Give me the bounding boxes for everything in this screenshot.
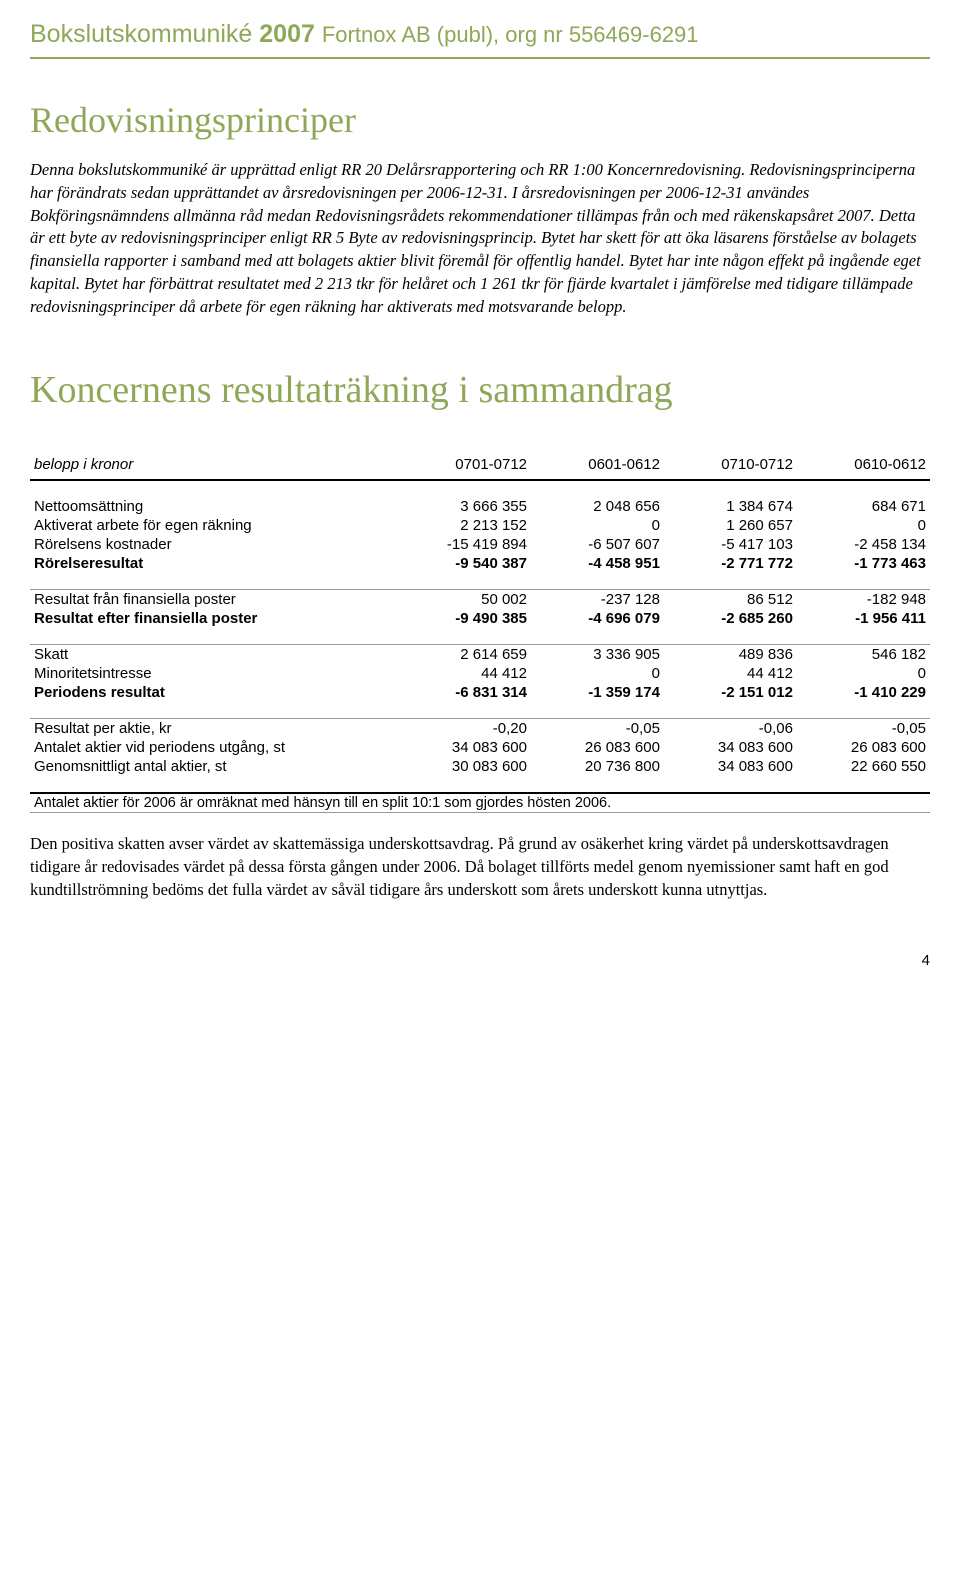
cell: 26 083 600 xyxy=(531,738,664,757)
cell: 2 048 656 xyxy=(531,497,664,516)
cell: -4 696 079 xyxy=(531,609,664,628)
row-label: Resultat per aktie, kr xyxy=(30,719,390,738)
row-label: Rörelsens kostnader xyxy=(30,535,390,554)
cell: -182 948 xyxy=(797,590,930,609)
row-label: Genomsnittligt antal aktier, st xyxy=(30,757,390,776)
row-label: Antalet aktier vid periodens utgång, st xyxy=(30,738,390,757)
cell: 44 412 xyxy=(664,664,797,683)
cell: 546 182 xyxy=(797,645,930,664)
cell: 22 660 550 xyxy=(797,757,930,776)
cell: 44 412 xyxy=(390,664,531,683)
table-col-1: 0601-0612 xyxy=(531,452,664,479)
cell: 20 736 800 xyxy=(531,757,664,776)
cell: -2 151 012 xyxy=(664,683,797,702)
table-row: Nettoomsättning 3 666 355 2 048 656 1 38… xyxy=(30,497,930,516)
table-row: Antalet aktier vid periodens utgång, st … xyxy=(30,738,930,757)
table-header-row: belopp i kronor 0701-0712 0601-0612 0710… xyxy=(30,452,930,479)
cell: 489 836 xyxy=(664,645,797,664)
page-header: Bokslutskommuniké 2007 Fortnox AB (publ)… xyxy=(30,0,930,59)
cell: 0 xyxy=(797,664,930,683)
cell: -0,20 xyxy=(390,719,531,738)
row-label: Minoritetsintresse xyxy=(30,664,390,683)
cell: 1 260 657 xyxy=(664,516,797,535)
row-label: Nettoomsättning xyxy=(30,497,390,516)
closing-paragraph: Den positiva skatten avser värdet av ska… xyxy=(30,833,930,901)
section-title-income: Koncernens resultaträkning i sammandrag xyxy=(30,368,930,412)
section-body-principles: Denna bokslutskommuniké är upprättad enl… xyxy=(30,159,930,318)
cell: -1 956 411 xyxy=(797,609,930,628)
cell: -15 419 894 xyxy=(390,535,531,554)
cell: 3 336 905 xyxy=(531,645,664,664)
cell: 0 xyxy=(531,516,664,535)
page-number: 4 xyxy=(30,952,930,969)
cell: -9 490 385 xyxy=(390,609,531,628)
cell: 0 xyxy=(531,664,664,683)
cell: 3 666 355 xyxy=(390,497,531,516)
cell: -9 540 387 xyxy=(390,554,531,573)
table-row-bold: Rörelseresultat -9 540 387 -4 458 951 -2… xyxy=(30,554,930,573)
cell: -2 458 134 xyxy=(797,535,930,554)
row-label: Periodens resultat xyxy=(30,683,390,702)
table-footnote: Antalet aktier för 2006 är omräknat med … xyxy=(30,794,930,812)
table-row: Minoritetsintresse 44 412 0 44 412 0 xyxy=(30,664,930,683)
table-row: Rörelsens kostnader -15 419 894 -6 507 6… xyxy=(30,535,930,554)
cell: 34 083 600 xyxy=(664,738,797,757)
cell: -0,06 xyxy=(664,719,797,738)
cell: 26 083 600 xyxy=(797,738,930,757)
cell: 2 614 659 xyxy=(390,645,531,664)
row-label: Skatt xyxy=(30,645,390,664)
cell: 2 213 152 xyxy=(390,516,531,535)
section-title-principles: Redovisningsprinciper xyxy=(30,99,930,141)
table-col-2: 0710-0712 xyxy=(664,452,797,479)
header-year: 2007 xyxy=(259,20,315,48)
cell: -4 458 951 xyxy=(531,554,664,573)
cell: -1 359 174 xyxy=(531,683,664,702)
table-row-bold: Resultat efter finansiella poster -9 490… xyxy=(30,609,930,628)
table-row: Skatt 2 614 659 3 336 905 489 836 546 18… xyxy=(30,645,930,664)
table-row: Aktiverat arbete för egen räkning 2 213 … xyxy=(30,516,930,535)
row-label: Aktiverat arbete för egen räkning xyxy=(30,516,390,535)
income-statement-table: belopp i kronor 0701-0712 0601-0612 0710… xyxy=(30,452,930,813)
table-col-0: 0701-0712 xyxy=(390,452,531,479)
header-brand: Bokslutskommuniké xyxy=(30,20,252,48)
row-label: Rörelseresultat xyxy=(30,554,390,573)
cell: 30 083 600 xyxy=(390,757,531,776)
cell: -1 410 229 xyxy=(797,683,930,702)
cell: -2 685 260 xyxy=(664,609,797,628)
table-row-bold: Periodens resultat -6 831 314 -1 359 174… xyxy=(30,683,930,702)
cell: -2 771 772 xyxy=(664,554,797,573)
cell: 34 083 600 xyxy=(664,757,797,776)
cell: -1 773 463 xyxy=(797,554,930,573)
table-row: Resultat per aktie, kr -0,20 -0,05 -0,06… xyxy=(30,719,930,738)
cell: 684 671 xyxy=(797,497,930,516)
cell: 1 384 674 xyxy=(664,497,797,516)
cell: -237 128 xyxy=(531,590,664,609)
cell: -6 831 314 xyxy=(390,683,531,702)
cell: 86 512 xyxy=(664,590,797,609)
cell: 0 xyxy=(797,516,930,535)
table-col-3: 0610-0612 xyxy=(797,452,930,479)
cell: 34 083 600 xyxy=(390,738,531,757)
header-company: Fortnox AB (publ), org nr 556469-6291 xyxy=(322,22,699,47)
cell: -0,05 xyxy=(797,719,930,738)
row-label: Resultat från finansiella poster xyxy=(30,590,390,609)
table-row: Genomsnittligt antal aktier, st 30 083 6… xyxy=(30,757,930,776)
table-header-label: belopp i kronor xyxy=(30,452,390,479)
table-row: Resultat från finansiella poster 50 002 … xyxy=(30,590,930,609)
cell: -5 417 103 xyxy=(664,535,797,554)
cell: 50 002 xyxy=(390,590,531,609)
cell: -6 507 607 xyxy=(531,535,664,554)
cell: -0,05 xyxy=(531,719,664,738)
row-label: Resultat efter finansiella poster xyxy=(30,609,390,628)
